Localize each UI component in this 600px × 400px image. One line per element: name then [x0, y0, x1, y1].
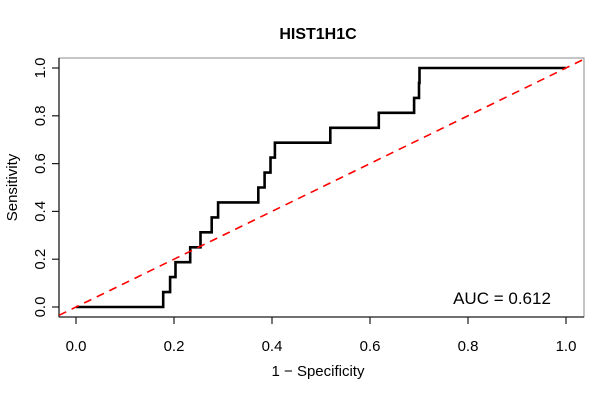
y-tick-label: 0.8: [32, 105, 49, 126]
y-tick-label: 0.6: [32, 153, 49, 174]
y-axis-ticks: 0.0 0.2 0.4 0.6 0.8 1.0: [32, 58, 59, 318]
auc-label: AUC = 0.612: [453, 289, 551, 308]
x-axis-ticks: 0.0 0.2 0.4 0.6 0.8 1.0: [66, 317, 577, 355]
y-tick-label: 1.0: [32, 58, 49, 79]
x-tick-label: 0.2: [164, 338, 185, 355]
chart-title: HIST1H1C: [279, 26, 357, 43]
x-axis-title: 1 − Specificity: [272, 363, 365, 380]
y-axis-title: Sensitivity: [4, 153, 21, 221]
x-tick-label: 0.0: [66, 338, 87, 355]
x-tick-label: 1.0: [556, 338, 577, 355]
x-tick-label: 0.8: [458, 338, 479, 355]
chance-diagonal: [58, 58, 585, 317]
x-tick-label: 0.4: [262, 338, 283, 355]
series-lines: [58, 58, 585, 317]
y-tick-label: 0.2: [32, 249, 49, 270]
y-tick-label: 0.4: [32, 201, 49, 222]
x-tick-label: 0.6: [360, 338, 381, 355]
y-tick-label: 0.0: [32, 297, 49, 318]
roc-curve: [76, 66, 566, 309]
